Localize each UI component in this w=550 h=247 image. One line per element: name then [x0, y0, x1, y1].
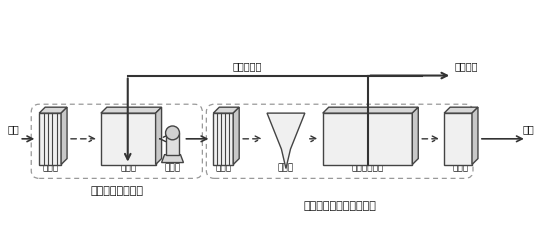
Text: 污泥外回流: 污泥外回流 [233, 62, 262, 72]
Polygon shape [101, 113, 156, 165]
Text: 预处理厌氧调节池: 预处理厌氧调节池 [90, 186, 144, 196]
Text: 污泥处理: 污泥处理 [454, 62, 477, 72]
Text: 提升泵: 提升泵 [164, 164, 180, 172]
Text: 消毒渠: 消毒渠 [453, 164, 469, 172]
Text: 进水: 进水 [8, 124, 19, 134]
Text: 气提循环主池: 气提循环主池 [351, 164, 384, 172]
Polygon shape [233, 107, 239, 165]
Text: 出水: 出水 [523, 124, 535, 134]
Polygon shape [39, 107, 67, 113]
Text: 沉砂池: 沉砂池 [278, 164, 294, 172]
Text: 细格栅: 细格栅 [215, 164, 232, 172]
Polygon shape [39, 113, 61, 165]
Polygon shape [472, 107, 478, 165]
Circle shape [166, 126, 179, 140]
Polygon shape [166, 133, 179, 155]
Polygon shape [323, 107, 418, 113]
Polygon shape [444, 113, 472, 165]
Text: 粗格栅: 粗格栅 [42, 164, 58, 172]
Text: 污水生化处理一体化装置: 污水生化处理一体化装置 [303, 201, 376, 211]
Polygon shape [213, 107, 239, 113]
Polygon shape [61, 107, 67, 165]
Polygon shape [444, 107, 478, 113]
Polygon shape [156, 107, 162, 165]
Polygon shape [101, 107, 162, 113]
Polygon shape [162, 155, 184, 163]
Polygon shape [323, 113, 412, 165]
Polygon shape [412, 107, 418, 165]
Polygon shape [267, 113, 305, 168]
Polygon shape [213, 113, 233, 165]
Text: 调节池: 调节池 [120, 164, 136, 172]
